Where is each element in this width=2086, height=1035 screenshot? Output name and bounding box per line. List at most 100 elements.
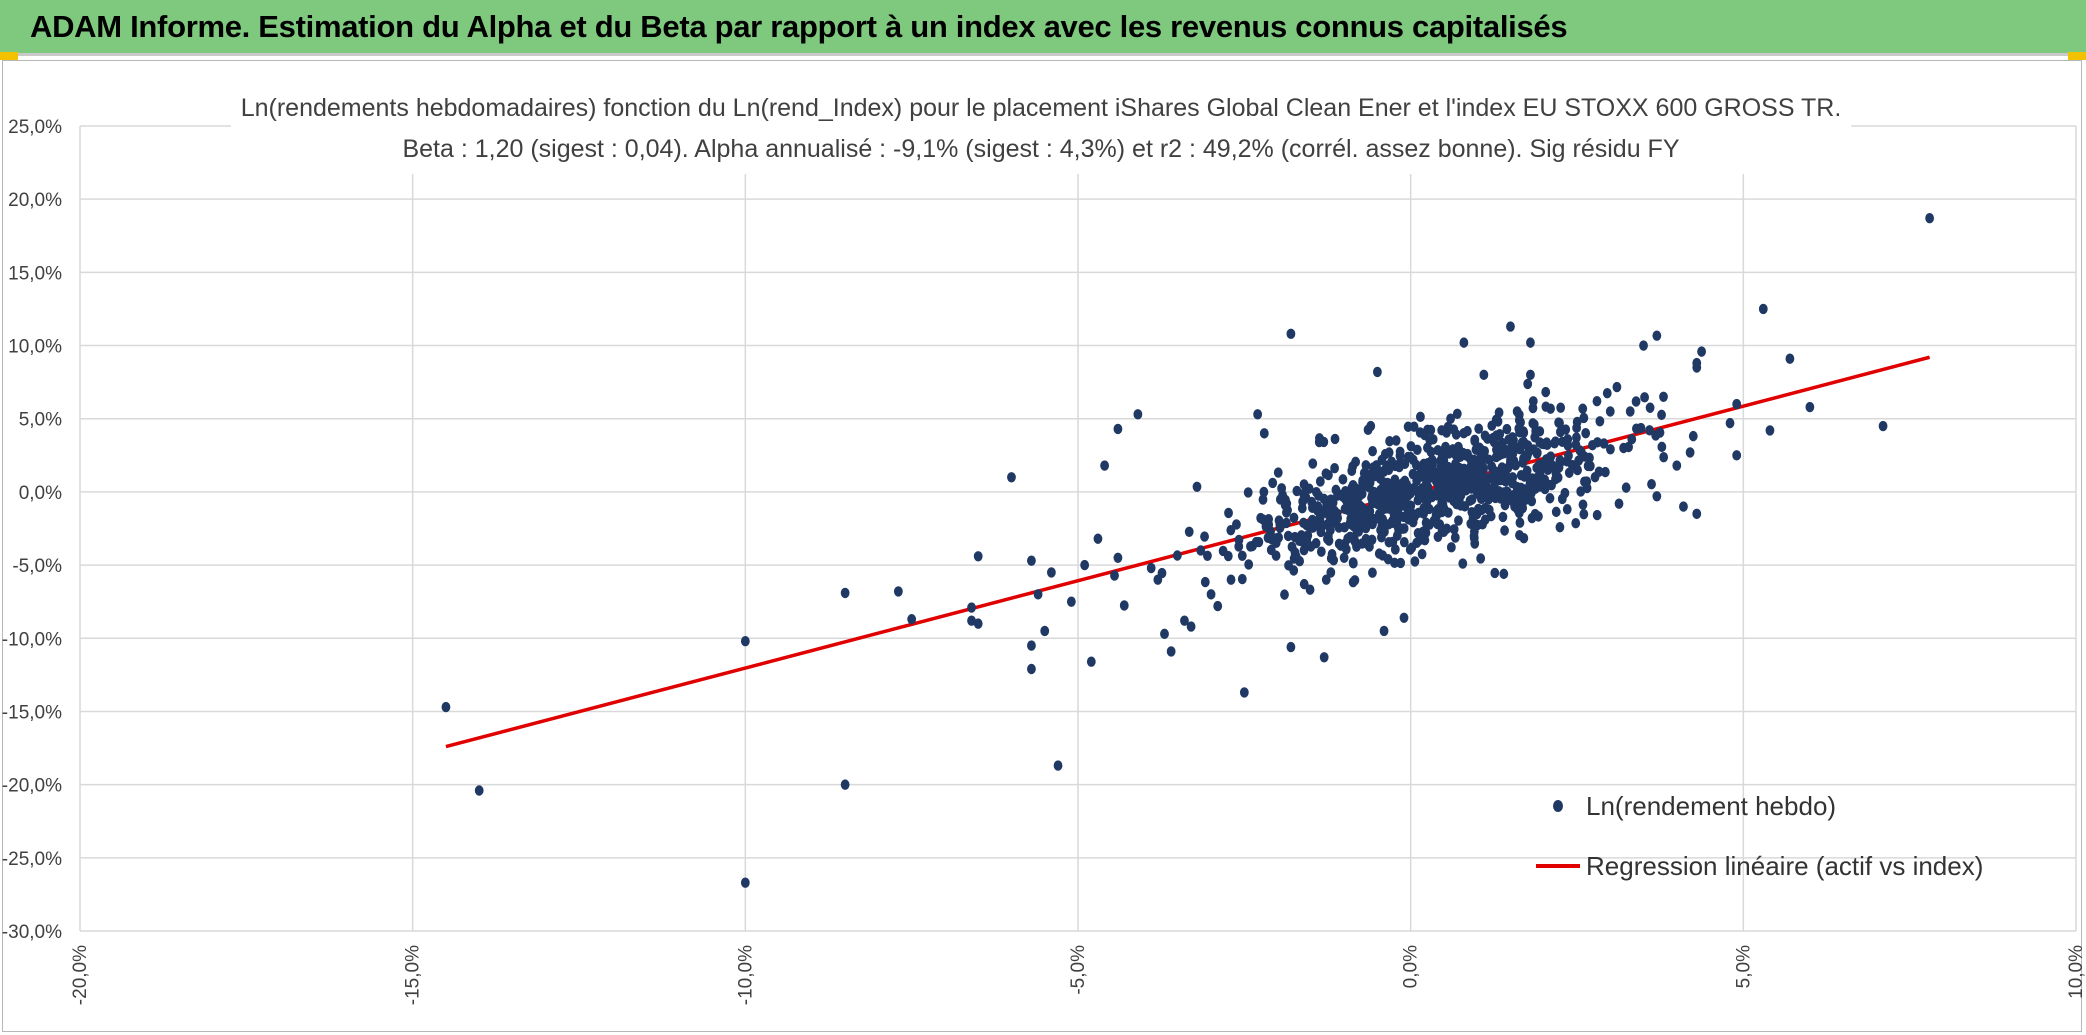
scatter-point: [1493, 416, 1503, 427]
scatter-point: [1027, 640, 1036, 651]
scatter-point: [1398, 494, 1408, 505]
x-tick-label: 5,0%: [1733, 945, 1754, 988]
scatter-point: [1093, 533, 1103, 544]
scatter-point: [1547, 460, 1557, 471]
scatter-point: [1307, 496, 1317, 508]
scatter-point: [1655, 427, 1665, 438]
y-tick-label: -10,0%: [2, 629, 62, 650]
regression-line: [445, 355, 1931, 749]
scatter-point: [1040, 625, 1050, 637]
scatter-point: [1299, 544, 1309, 556]
scatter-point: [1692, 362, 1702, 373]
scatter-point: [1545, 493, 1555, 504]
scatter-point: [1280, 589, 1289, 600]
x-tick-label: -10,0%: [735, 945, 756, 1005]
scatter-point: [1553, 472, 1563, 483]
scatter-point: [1330, 433, 1340, 445]
scatter-point: [1496, 474, 1506, 486]
scatter-point: [907, 614, 917, 625]
scatter-point: [1488, 432, 1498, 444]
scatter-point: [1415, 427, 1425, 438]
scatter-point: [1508, 478, 1518, 489]
scatter-point: [1571, 518, 1581, 529]
scatter-point: [1378, 503, 1388, 514]
scatter-point: [1500, 487, 1510, 499]
scatter-point: [1351, 510, 1360, 521]
scatter-point: [1308, 458, 1318, 469]
scatter-point: [1361, 460, 1371, 471]
scatter-point: [1297, 502, 1307, 514]
y-tick-label: 5,0%: [19, 410, 62, 431]
scatter-point: [1433, 444, 1443, 456]
scatter-point: [1510, 501, 1520, 512]
scatter-point: [973, 551, 983, 562]
scatter-point: [1732, 398, 1742, 410]
scatter-point: [1302, 520, 1312, 531]
scatter-point: [1416, 411, 1425, 423]
scatter-point: [1348, 558, 1358, 569]
scatter-point: [1326, 514, 1336, 525]
scatter-point: [1283, 530, 1293, 542]
scatter-point: [1374, 466, 1384, 477]
scatter-point: [1416, 471, 1426, 482]
scatter-point: [1435, 479, 1444, 491]
scatter-point: [1555, 455, 1565, 466]
scatter-point: [1146, 562, 1156, 574]
scatter-point: [1606, 444, 1615, 455]
scatter-point: [1457, 475, 1467, 486]
scatter-point: [1679, 501, 1688, 512]
scatter-point: [1348, 485, 1357, 496]
scatter-point: [1237, 550, 1247, 561]
scatter-point: [1594, 466, 1604, 477]
scatter-point: [1339, 490, 1349, 502]
scatter-point: [1244, 559, 1254, 570]
legend-label-regression: Regression linéaire (actif vs index): [1586, 850, 1984, 881]
scatter-point: [1492, 444, 1501, 456]
scatter-point: [1258, 494, 1268, 505]
scatter-point: [1578, 499, 1588, 510]
scatter-point: [1192, 481, 1202, 493]
scatter-point: [1275, 494, 1285, 505]
scatter-point: [1133, 409, 1143, 420]
scatter-point: [1785, 353, 1795, 364]
scatter-point: [1574, 455, 1584, 466]
scatter-point: [1477, 469, 1487, 480]
scatter-point: [1478, 519, 1487, 530]
scatter-point: [1514, 415, 1524, 426]
scatter-point: [1406, 441, 1416, 452]
scatter-point: [1351, 456, 1361, 468]
scatter-point: [1396, 557, 1406, 569]
scatter-point: [1563, 440, 1573, 451]
scatter-point: [1451, 449, 1460, 460]
scatter-point: [1172, 550, 1182, 561]
scatter-point: [1329, 555, 1339, 566]
scatter-point: [1450, 532, 1460, 543]
scatter-point: [1388, 536, 1398, 548]
y-tick-label: 15,0%: [8, 263, 62, 284]
scatter-point: [1386, 500, 1396, 512]
scatter-point: [1289, 512, 1299, 523]
scatter-point: [1758, 303, 1768, 315]
scatter-point: [1697, 346, 1706, 357]
scatter-point: [1582, 482, 1592, 494]
scatter-point: [1443, 421, 1453, 432]
scatter-point: [1476, 553, 1486, 564]
scatter-point: [1421, 517, 1431, 528]
scatter-point: [1446, 413, 1455, 424]
y-tick-label: 10,0%: [8, 337, 62, 358]
scatter-point: [1027, 555, 1036, 566]
scatter-point: [1213, 600, 1223, 612]
scatter-point: [1186, 621, 1196, 632]
scatter-point: [1381, 463, 1391, 474]
scatter-point: [1534, 460, 1544, 472]
report-banner: ADAM Informe. Estimation du Alpha et du …: [0, 0, 2086, 56]
scatter-point: [1564, 450, 1573, 461]
legend-entry-scatter: Ln(rendement hebdo): [1530, 776, 1983, 836]
scatter-point: [1456, 490, 1466, 501]
scatter-point: [1465, 495, 1475, 506]
scatter-point: [1805, 401, 1815, 413]
scatter-point: [1459, 466, 1468, 477]
y-tick-label: 20,0%: [8, 190, 62, 211]
scatter-point: [1503, 462, 1513, 473]
scatter-point: [1557, 493, 1567, 505]
